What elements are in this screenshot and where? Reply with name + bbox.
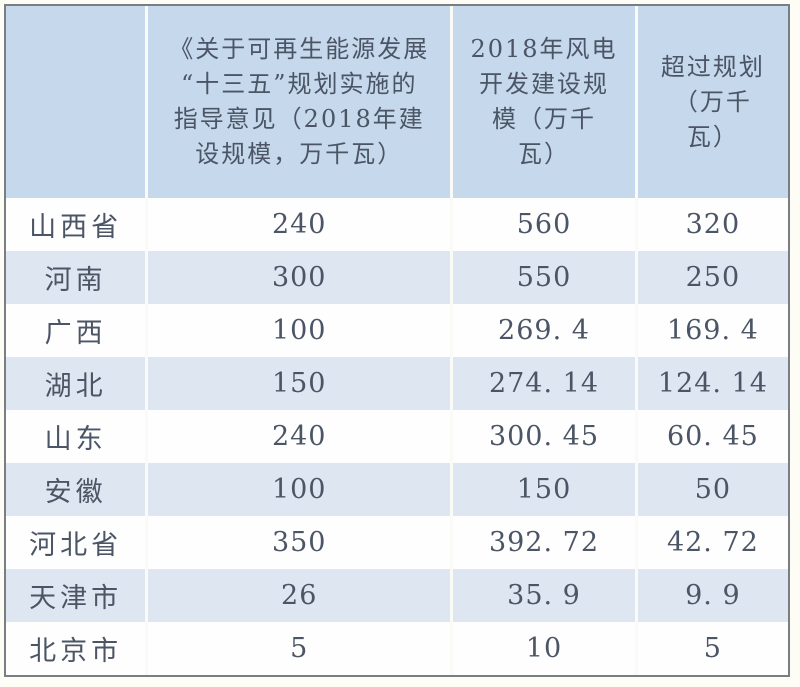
table-row: 湖北 150 274. 14 124. 14: [6, 357, 788, 410]
excess-cell: 320: [685, 209, 741, 240]
excess-cell: 9. 9: [685, 580, 741, 611]
wind-power-table-frame: 《关于可再生能源发展 “十三五”规划实施的 指导意见（2018年建 设规模，万千…: [4, 4, 790, 677]
plan-cell: 240: [146, 198, 454, 251]
region-cell: 北京市: [6, 622, 149, 675]
header-cell-region: [6, 6, 149, 198]
plan-cell: 100: [146, 463, 454, 516]
table-row: 河北省 350 392. 72 42. 72: [6, 516, 788, 569]
region-cell: 河南: [6, 251, 149, 304]
actual-cell: 300. 45: [451, 410, 638, 463]
table-body: 山西省 240 560 320 河南 300 550 250 广西 100 26…: [6, 198, 788, 675]
excess-cell: 169. 4: [666, 315, 759, 346]
table-header: 《关于可再生能源发展 “十三五”规划实施的 指导意见（2018年建 设规模，万千…: [6, 6, 788, 198]
plan-cell: 300: [146, 251, 454, 304]
plan-cell: 26: [146, 569, 454, 622]
region-cell: 安徽: [6, 463, 149, 516]
header-row: 《关于可再生能源发展 “十三五”规划实施的 指导意见（2018年建 设规模，万千…: [6, 6, 788, 198]
actual-cell: 560: [451, 198, 638, 251]
plan-cell: 5: [146, 622, 454, 675]
actual-cell: 269. 4: [451, 304, 638, 357]
actual-cell: 392. 72: [451, 516, 638, 569]
table-row: 山西省 240 560 320: [6, 198, 788, 251]
wind-power-table: 《关于可再生能源发展 “十三五”规划实施的 指导意见（2018年建 设规模，万千…: [6, 6, 788, 675]
header-cell-actual: 2018年风电 开发建设规 模（万千 瓦）: [451, 6, 638, 198]
table-row: 安徽 100 150 50: [6, 463, 788, 516]
plan-cell: 350: [146, 516, 454, 569]
excess-cell: 5: [703, 633, 722, 664]
plan-cell: 100: [146, 304, 454, 357]
actual-cell: 274. 14: [451, 357, 638, 410]
table-row: 北京市 5 10 5: [6, 622, 788, 675]
excess-cell: 60. 45: [666, 421, 759, 452]
excess-cell: 124. 14: [657, 368, 768, 399]
region-cell: 山西省: [6, 198, 149, 251]
excess-cell: 50: [694, 474, 732, 505]
table-row: 天津市 26 35. 9 9. 9: [6, 569, 788, 622]
table-row: 河南 300 550 250: [6, 251, 788, 304]
table-row: 广西 100 269. 4 169. 4: [6, 304, 788, 357]
region-cell: 广西: [6, 304, 149, 357]
plan-cell: 240: [146, 410, 454, 463]
actual-cell: 10: [451, 622, 638, 675]
actual-cell: 35. 9: [451, 569, 638, 622]
excess-cell: 250: [685, 262, 741, 293]
actual-cell: 550: [451, 251, 638, 304]
header-cell-excess: 超过规划 （万千 瓦）: [636, 6, 788, 198]
actual-cell: 150: [451, 463, 638, 516]
region-cell: 天津市: [6, 569, 149, 622]
plan-cell: 150: [146, 357, 454, 410]
header-cell-plan: 《关于可再生能源发展 “十三五”规划实施的 指导意见（2018年建 设规模，万千…: [146, 6, 454, 198]
table-row: 山东 240 300. 45 60. 45: [6, 410, 788, 463]
excess-cell: 42. 72: [666, 527, 759, 558]
region-cell: 河北省: [6, 516, 149, 569]
region-cell: 湖北: [6, 357, 149, 410]
region-cell: 山东: [6, 410, 149, 463]
